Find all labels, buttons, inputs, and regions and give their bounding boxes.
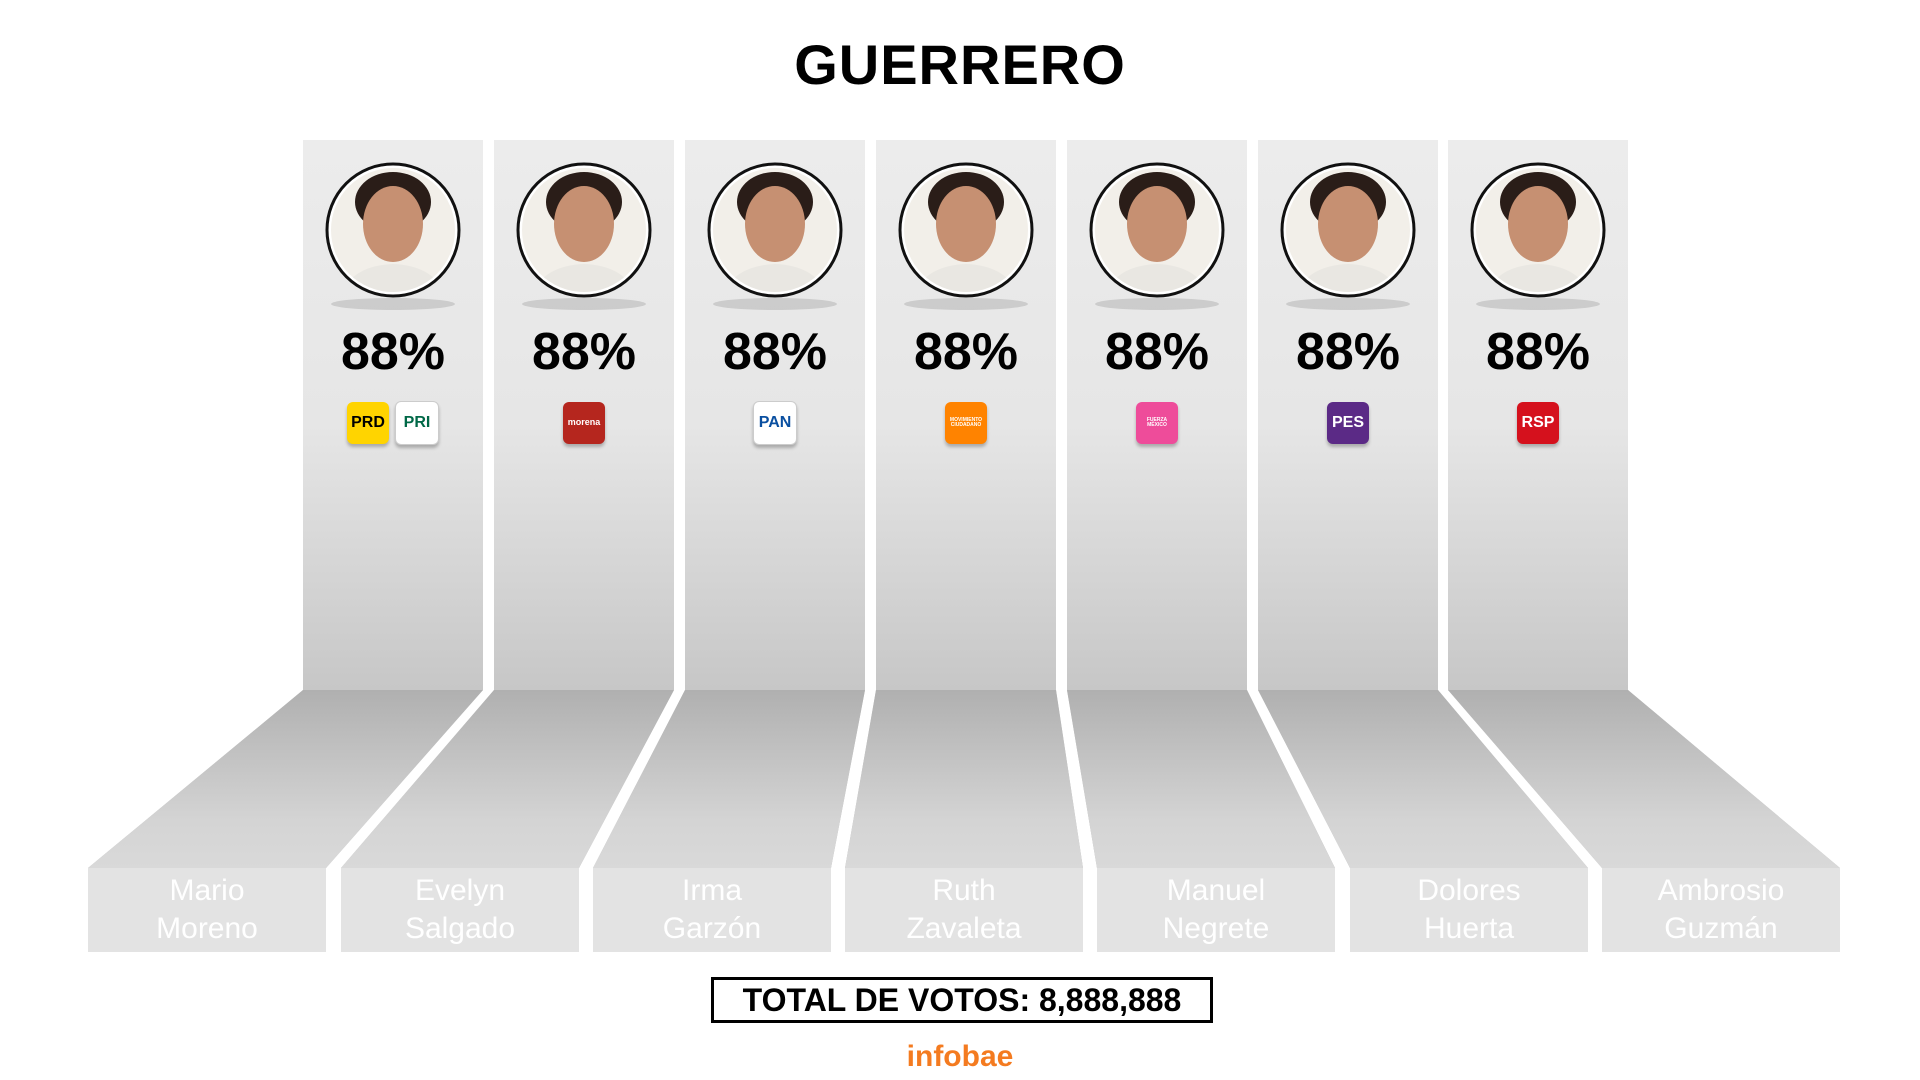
avatar-icon — [898, 162, 1034, 310]
brand-logo: infobae — [906, 1040, 1014, 1073]
party-logo-label: PES — [1331, 413, 1364, 431]
candidate-percentage: 88% — [1485, 323, 1591, 381]
candidate-last-name: Moreno — [156, 912, 258, 945]
party-logo-label: PRD — [351, 413, 385, 431]
pri-logo-icon: PRI — [395, 401, 439, 445]
candidate-last-name: Negrete — [1162, 912, 1270, 945]
candidate-percentage: 88% — [1295, 323, 1401, 381]
candidate-photo — [898, 162, 1034, 310]
total-votes-label: TOTAL DE VOTOS: 8,888,888 — [742, 981, 1182, 1018]
candidate-name-band — [1350, 868, 1588, 952]
candidate-last-name: Zavaleta — [906, 912, 1022, 945]
party-logos: PRD PRI — [303, 400, 483, 446]
candidate-name-band — [341, 868, 579, 952]
candidate-percentage: 88% — [531, 323, 637, 381]
candidate-last-name: Garzón — [662, 912, 762, 945]
candidate-first-name: Irma — [682, 874, 742, 907]
candidate-name-band — [88, 868, 326, 952]
total-votes-box: TOTAL DE VOTOS: 8,888,888 — [711, 977, 1213, 1023]
pes-logo-icon: PES — [1327, 402, 1369, 444]
avatar-icon — [325, 162, 461, 310]
party-logo-label: MOVIMIENTO CIUDADANO — [949, 416, 983, 428]
party-logos: PAN — [685, 400, 865, 446]
avatar-icon — [1280, 162, 1416, 310]
party-logos: RSP — [1448, 400, 1628, 446]
party-logos: FUERZA MÉXICO — [1067, 400, 1247, 446]
candidate-percentage: 88% — [722, 323, 828, 381]
candidate-photo — [516, 162, 652, 310]
candidate-first-name: Ruth — [932, 874, 996, 907]
candidate-name: Mario Moreno — [88, 872, 326, 948]
party-logos: PES — [1258, 400, 1438, 446]
candidate-first-name: Mario — [169, 874, 245, 907]
candidate-last-name: Guzmán — [1664, 912, 1778, 945]
candidate-name: Dolores Huerta — [1350, 872, 1588, 948]
rsp-logo-icon: RSP — [1517, 402, 1559, 444]
candidate-name-band — [593, 868, 831, 952]
party-logo-label: PAN — [758, 413, 792, 431]
page-title: GUERRERO — [794, 33, 1126, 96]
party-logo-label: morena — [567, 417, 601, 428]
candidate-first-name: Dolores — [1417, 874, 1521, 907]
candidate-first-name: Evelyn — [414, 874, 506, 907]
candidate-name: Ruth Zavaleta — [845, 872, 1083, 948]
party-logo-label: FUERZA MÉXICO — [1146, 416, 1168, 428]
pan-logo-icon: PAN — [753, 401, 797, 445]
candidate-name-band — [1602, 868, 1840, 952]
party-logo-label: PRI — [403, 413, 431, 431]
avatar-icon — [516, 162, 652, 310]
candidate-last-name: Huerta — [1423, 912, 1515, 945]
party-logo-label: RSP — [1521, 413, 1555, 431]
candidate-photo — [1470, 162, 1606, 310]
party-logos: MOVIMIENTO CIUDADANO — [876, 400, 1056, 446]
prd-logo-icon: PRD — [347, 402, 389, 444]
candidate-name: Manuel Negrete — [1097, 872, 1335, 948]
candidate-first-name: Manuel — [1166, 874, 1266, 907]
candidate-name-band — [1097, 868, 1335, 952]
candidate-name: Irma Garzón — [593, 872, 831, 948]
morena-logo-icon: morena — [563, 402, 605, 444]
avatar-icon — [1089, 162, 1225, 310]
movimiento-ciudadano-logo-icon: MOVIMIENTO CIUDADANO — [945, 402, 987, 444]
candidate-photo — [707, 162, 843, 310]
candidate-percentage: 88% — [340, 323, 446, 381]
candidate-last-name: Salgado — [404, 912, 516, 945]
avatar-icon — [1470, 162, 1606, 310]
party-logos: morena — [494, 400, 674, 446]
candidate-photo — [1280, 162, 1416, 310]
candidate-percentage: 88% — [913, 323, 1019, 381]
candidate-photo — [325, 162, 461, 310]
candidate-first-name: Ambrosio — [1657, 874, 1785, 907]
candidate-percentage: 88% — [1104, 323, 1210, 381]
candidate-photo — [1089, 162, 1225, 310]
fuerza-mexico-logo-icon: FUERZA MÉXICO — [1136, 402, 1178, 444]
candidate-name: Evelyn Salgado — [341, 872, 579, 948]
avatar-icon — [707, 162, 843, 310]
candidate-name-band — [845, 868, 1083, 952]
candidate-name: Ambrosio Guzmán — [1602, 872, 1840, 948]
